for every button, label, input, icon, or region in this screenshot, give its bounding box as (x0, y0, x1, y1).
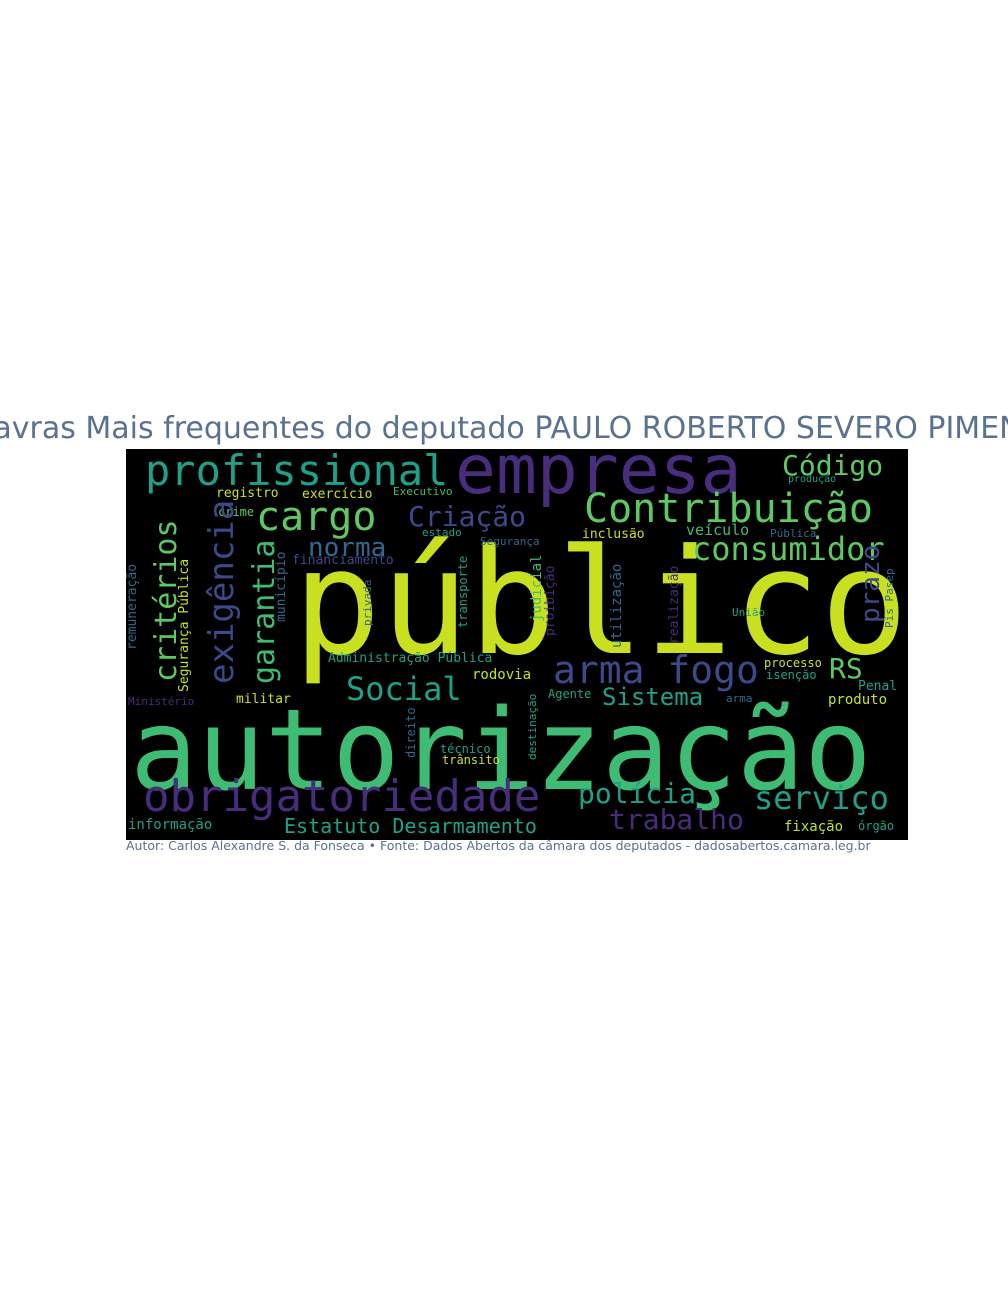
cloud-word-estado: estado (422, 526, 462, 539)
cloud-word-seguranca: Segurança (480, 535, 540, 548)
cloud-word-executivo: Executivo (393, 485, 453, 498)
cloud-word-municipio: município (274, 551, 289, 622)
cloud-word-produto: produto (828, 692, 888, 708)
cloud-word-obrigatoriedade: obrigatoriedade (143, 771, 541, 822)
cloud-word-arma: arma (726, 692, 753, 705)
cloud-word-consumidor: consumidor (692, 530, 885, 568)
cloud-word-estatuto: Estatuto Desarmamento (284, 814, 537, 838)
cloud-title-text: Palavras Mais frequentes do deputado PAU… (0, 411, 1008, 446)
cloud-word-servico: serviço (754, 779, 889, 817)
cloud-word-rs: RS (829, 652, 863, 685)
cloud-word-rodovia: rodovia (472, 667, 532, 683)
cloud-word-utilizacao: utilização (609, 563, 625, 648)
cloud-word-remuneracao: remuneração (126, 563, 140, 650)
cloud-title: Palavras Mais frequentes do deputado PAU… (0, 408, 1008, 450)
cloud-word-exercicio: exercício (302, 487, 373, 502)
cloud-word-norma: norma (308, 533, 387, 563)
cloud-word-sistema: Sistema (602, 683, 704, 711)
cloud-word-social: Social (346, 670, 462, 708)
cloud-word-autorizacao: autorização (130, 686, 872, 816)
cloud-word-contribuicao: Contribuição (584, 486, 873, 532)
cloud-word-transporte: transporte (456, 555, 470, 628)
cloud-word-penal: Penal (858, 679, 898, 694)
cloud-word-registro: registro (216, 486, 279, 501)
cloud-word-adm-publica: Administração Pública (328, 651, 493, 666)
cloud-word-crime: crime (218, 505, 255, 519)
cloud-word-profissional: profissional (145, 449, 449, 495)
cloud-word-publica-small: Pública (770, 527, 817, 540)
source-caption: Autor: Carlos Alexandre S. da Fonseca • … (126, 838, 871, 853)
cloud-word-transito: trânsito (442, 753, 500, 767)
cloud-word-direito: direito (404, 707, 418, 758)
cloud-word-arma-fogo: arma fogo (553, 648, 759, 692)
cloud-word-seguranca-publica: Segurança Pública (177, 558, 192, 692)
cloud-word-destinacao: destinação (526, 693, 539, 760)
cloud-word-inclusao: inclusão (582, 527, 645, 542)
cloud-word-publico: público (293, 518, 908, 688)
cloud-word-prazo: prazo (856, 544, 886, 623)
cloud-word-financiamento: financiamento (292, 553, 394, 568)
cloud-word-criacao: Criação (408, 500, 527, 533)
cloud-word-realizacao: realização (667, 565, 682, 644)
cloud-word-cargo: cargo (256, 494, 377, 540)
word-cloud: público autorização empresa obrigatoriedade… (126, 449, 908, 840)
cloud-word-privada: privada (361, 579, 374, 626)
cloud-word-tecnico: técnico (440, 742, 491, 756)
cloud-word-policia: polícia (578, 777, 697, 810)
cloud-word-judicial: judicial (529, 554, 545, 622)
cloud-word-orgao: órgão (858, 819, 895, 833)
cloud-word-veiculo: veículo (686, 521, 750, 539)
cloud-word-empresa: empresa (455, 449, 742, 510)
cloud-word-proibicao: proibição (543, 565, 558, 636)
cloud-word-agente: Agente (548, 687, 592, 701)
cloud-word-trabalho: trabalho (609, 803, 744, 836)
cloud-word-producao: produção (788, 474, 837, 485)
cloud-word-informacao: informação (128, 817, 213, 833)
cloud-word-uniao: União (732, 606, 766, 619)
cloud-word-fixacao: fixação (784, 819, 844, 835)
cloud-word-processo: processo (764, 656, 822, 670)
cloud-word-pis-pasep: Pis Pasep (883, 568, 896, 628)
cloud-word-militar: militar (236, 692, 291, 707)
cloud-word-ministerio: Ministério (128, 695, 195, 708)
cloud-word-codigo: Código (782, 449, 884, 482)
cloud-word-exigencia: exigência (202, 499, 242, 684)
cloud-word-isencao: isenção (766, 668, 817, 682)
